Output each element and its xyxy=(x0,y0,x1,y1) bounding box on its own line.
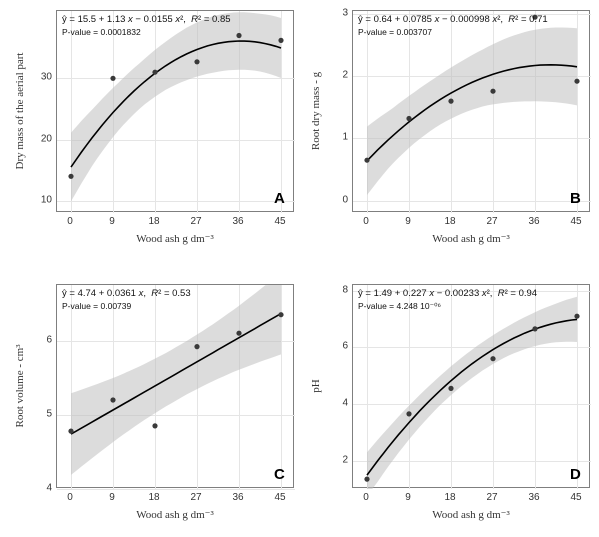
panel-letter: D xyxy=(570,466,581,483)
equation-label: ŷ = 4.74 + 0.0361 x, R² = 0.53P-value = … xyxy=(62,288,191,311)
plot-area xyxy=(352,10,590,212)
data-point xyxy=(532,326,537,331)
chart-svg xyxy=(57,11,295,213)
tick-label-y: 6 xyxy=(330,341,348,352)
tick-label-y: 6 xyxy=(34,334,52,345)
data-point xyxy=(448,99,453,104)
figure-root: 0918273645102030Wood ash g dm⁻³Dry mass … xyxy=(0,0,599,537)
data-point xyxy=(490,89,495,94)
data-point xyxy=(278,312,283,317)
chart-svg xyxy=(353,11,591,213)
data-point xyxy=(574,314,579,319)
tick-label-y: 5 xyxy=(34,408,52,419)
tick-label-x: 45 xyxy=(570,492,581,503)
tick-label-x: 0 xyxy=(67,492,73,503)
tick-label-x: 36 xyxy=(232,492,243,503)
data-point xyxy=(364,158,369,163)
tick-label-x: 9 xyxy=(405,216,411,227)
tick-label-x: 36 xyxy=(232,216,243,227)
tick-label-x: 18 xyxy=(444,216,455,227)
panel-letter: B xyxy=(570,190,581,207)
tick-label-y: 8 xyxy=(330,284,348,295)
plot-area xyxy=(56,10,294,212)
data-point xyxy=(236,33,241,38)
tick-label-x: 18 xyxy=(148,216,159,227)
tick-label-x: 27 xyxy=(486,216,497,227)
tick-label-x: 27 xyxy=(190,492,201,503)
equation-label: ŷ = 1.49 + 0.227 x − 0.00233 x², R² = 0.… xyxy=(358,288,537,312)
tick-label-y: 20 xyxy=(34,133,52,144)
chart-svg xyxy=(57,285,295,489)
plot-area xyxy=(352,284,590,488)
plot-area xyxy=(56,284,294,488)
data-point xyxy=(574,79,579,84)
tick-label-x: 27 xyxy=(486,492,497,503)
data-point xyxy=(364,477,369,482)
y-axis-label: pH xyxy=(310,379,322,392)
tick-label-y: 0 xyxy=(330,194,348,205)
data-point xyxy=(490,356,495,361)
tick-label-y: 4 xyxy=(330,398,348,409)
fit-line xyxy=(71,314,281,435)
data-point xyxy=(278,38,283,43)
panel-A: 0 9 18 27 36 45 10 20 30 Wood ash g dm⁻³ Dry mass … xyxy=(10,6,300,254)
tick-label-x: 9 xyxy=(109,216,115,227)
tick-label-x: 27 xyxy=(190,216,201,227)
tick-label-x: 9 xyxy=(109,492,115,503)
x-axis-label: Wood ash g dm⁻³ xyxy=(432,232,510,245)
tick-label-x: 45 xyxy=(570,216,581,227)
data-point xyxy=(110,397,115,402)
equation-label: ŷ = 0.64 + 0.0785 x − 0.000998 x², R² = … xyxy=(358,14,548,37)
data-point xyxy=(406,411,411,416)
tick-label-y: 2 xyxy=(330,70,348,81)
tick-label-x: 36 xyxy=(528,492,539,503)
data-point xyxy=(194,59,199,64)
confidence-ribbon xyxy=(367,28,577,196)
tick-label-x: 0 xyxy=(363,216,369,227)
panel-letter: A xyxy=(274,190,285,207)
x-axis-label: Wood ash g dm⁻³ xyxy=(136,232,214,245)
data-point xyxy=(448,386,453,391)
tick-label-y: 3 xyxy=(330,8,348,19)
gridline-y xyxy=(57,489,295,490)
data-point xyxy=(110,76,115,81)
tick-label-x: 36 xyxy=(528,216,539,227)
tick-label-x: 0 xyxy=(67,216,73,227)
data-point xyxy=(68,429,73,434)
data-point xyxy=(406,116,411,121)
tick-label-y: 2 xyxy=(330,454,348,465)
panel-B: 0 9 18 27 36 45 0 1 2 3 Wood ash g dm⁻³ Root dry ma… xyxy=(306,6,596,254)
data-point xyxy=(152,70,157,75)
x-axis-label: Wood ash g dm⁻³ xyxy=(432,508,510,521)
y-axis-label: Root volume - cm³ xyxy=(14,344,26,427)
tick-label-x: 0 xyxy=(363,492,369,503)
tick-label-x: 45 xyxy=(274,492,285,503)
tick-label-y: 10 xyxy=(34,194,52,205)
y-axis-label: Dry mass of the aerial part xyxy=(14,53,26,170)
tick-label-y: 30 xyxy=(34,72,52,83)
tick-label-y: 4 xyxy=(34,483,52,494)
tick-label-x: 18 xyxy=(148,492,159,503)
chart-svg xyxy=(353,285,591,489)
tick-label-y: 1 xyxy=(330,132,348,143)
tick-label-x: 18 xyxy=(444,492,455,503)
y-axis-label: Root dry mass - g xyxy=(310,72,322,150)
panel-letter: C xyxy=(274,466,285,483)
data-point xyxy=(194,344,199,349)
data-point xyxy=(236,331,241,336)
confidence-ribbon xyxy=(71,285,281,475)
panel-C: 0918273645456Wood ash g dm⁻³Root volume … xyxy=(10,280,300,530)
equation-label: ŷ = 15.5 + 1.13 x − 0.0155 x², R² = 0.85… xyxy=(62,14,231,37)
x-axis-label: Wood ash g dm⁻³ xyxy=(136,508,214,521)
data-point xyxy=(68,174,73,179)
panel-D: 0 9 18 27 36 45 2 4 6 8 Wood ash g dm⁻³ pH ŷ = 1.49 … xyxy=(306,280,596,530)
tick-label-x: 9 xyxy=(405,492,411,503)
data-point xyxy=(152,423,157,428)
tick-label-x: 45 xyxy=(274,216,285,227)
